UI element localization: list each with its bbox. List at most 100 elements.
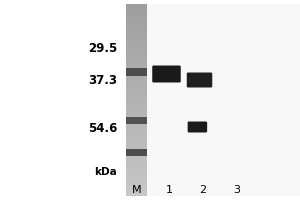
Bar [126, 90, 147, 91]
Bar [126, 111, 147, 112]
Bar [126, 112, 147, 113]
Bar [126, 180, 147, 181]
Bar [126, 185, 147, 186]
Bar [126, 130, 147, 131]
Bar [126, 116, 147, 123]
Bar [126, 101, 147, 102]
Bar [126, 16, 147, 17]
Bar [126, 26, 147, 27]
Bar [126, 66, 147, 67]
Bar [126, 108, 147, 109]
Bar [126, 76, 147, 77]
Bar [126, 73, 147, 74]
Bar [126, 157, 147, 158]
Bar [126, 132, 147, 133]
Bar [126, 160, 147, 161]
Bar [126, 139, 147, 140]
Bar [126, 77, 147, 78]
Bar [126, 37, 147, 38]
Text: 54.6: 54.6 [88, 121, 117, 134]
Bar [126, 161, 147, 162]
Bar [126, 8, 147, 9]
Text: kDa: kDa [94, 167, 117, 177]
Bar [126, 149, 147, 150]
Bar [147, 4, 300, 196]
Bar [126, 123, 147, 124]
Bar [126, 102, 147, 103]
Bar [126, 137, 147, 138]
Bar [126, 70, 147, 71]
Bar [126, 56, 147, 57]
Bar [126, 126, 147, 127]
Bar [126, 103, 147, 104]
Bar [126, 113, 147, 114]
Bar [126, 82, 147, 83]
Bar [126, 176, 147, 177]
Bar [126, 188, 147, 189]
Bar [126, 162, 147, 163]
Text: 2: 2 [199, 185, 206, 195]
Bar [126, 89, 147, 90]
Bar [126, 194, 147, 195]
Bar [126, 153, 147, 154]
Bar [126, 114, 147, 115]
Bar [126, 24, 147, 25]
FancyBboxPatch shape [187, 73, 212, 88]
Bar [126, 46, 147, 47]
Bar [126, 98, 147, 99]
Bar [126, 166, 147, 167]
Bar [126, 85, 147, 86]
Bar [126, 163, 147, 164]
Bar [126, 28, 147, 29]
Bar [126, 7, 147, 8]
Bar [126, 195, 147, 196]
Bar [126, 53, 147, 54]
Bar [126, 168, 147, 169]
Bar [126, 152, 147, 153]
Bar [126, 173, 147, 174]
Bar [126, 104, 147, 105]
Bar [126, 83, 147, 84]
Bar [126, 115, 147, 116]
Bar [126, 136, 147, 137]
Bar [126, 120, 147, 121]
Bar [126, 39, 147, 40]
Bar [126, 140, 147, 141]
Bar [126, 165, 147, 166]
Bar [126, 184, 147, 185]
Bar [126, 134, 147, 135]
Bar [126, 38, 147, 39]
Bar [126, 33, 147, 34]
Bar [126, 78, 147, 79]
Bar [126, 178, 147, 179]
Text: 1: 1 [166, 185, 173, 195]
Bar [126, 181, 147, 182]
Bar [126, 93, 147, 94]
Bar [126, 47, 147, 48]
Bar [126, 32, 147, 33]
Bar [126, 62, 147, 63]
Bar [126, 169, 147, 170]
Bar [126, 9, 147, 10]
Bar [126, 135, 147, 136]
Bar [126, 189, 147, 190]
Bar [126, 125, 147, 126]
Bar [126, 141, 147, 142]
Bar [126, 71, 147, 72]
Bar [126, 13, 147, 14]
Bar [126, 12, 147, 13]
Bar [126, 54, 147, 55]
Bar [126, 145, 147, 146]
Bar [126, 10, 147, 11]
Bar [126, 34, 147, 35]
Bar [126, 67, 147, 68]
Bar [126, 175, 147, 176]
Bar [126, 23, 147, 24]
Bar [126, 158, 147, 159]
Text: M: M [132, 185, 141, 195]
Bar [126, 142, 147, 143]
Text: 29.5: 29.5 [88, 42, 117, 54]
Bar [126, 107, 147, 108]
Bar [126, 45, 147, 46]
Bar [126, 97, 147, 98]
